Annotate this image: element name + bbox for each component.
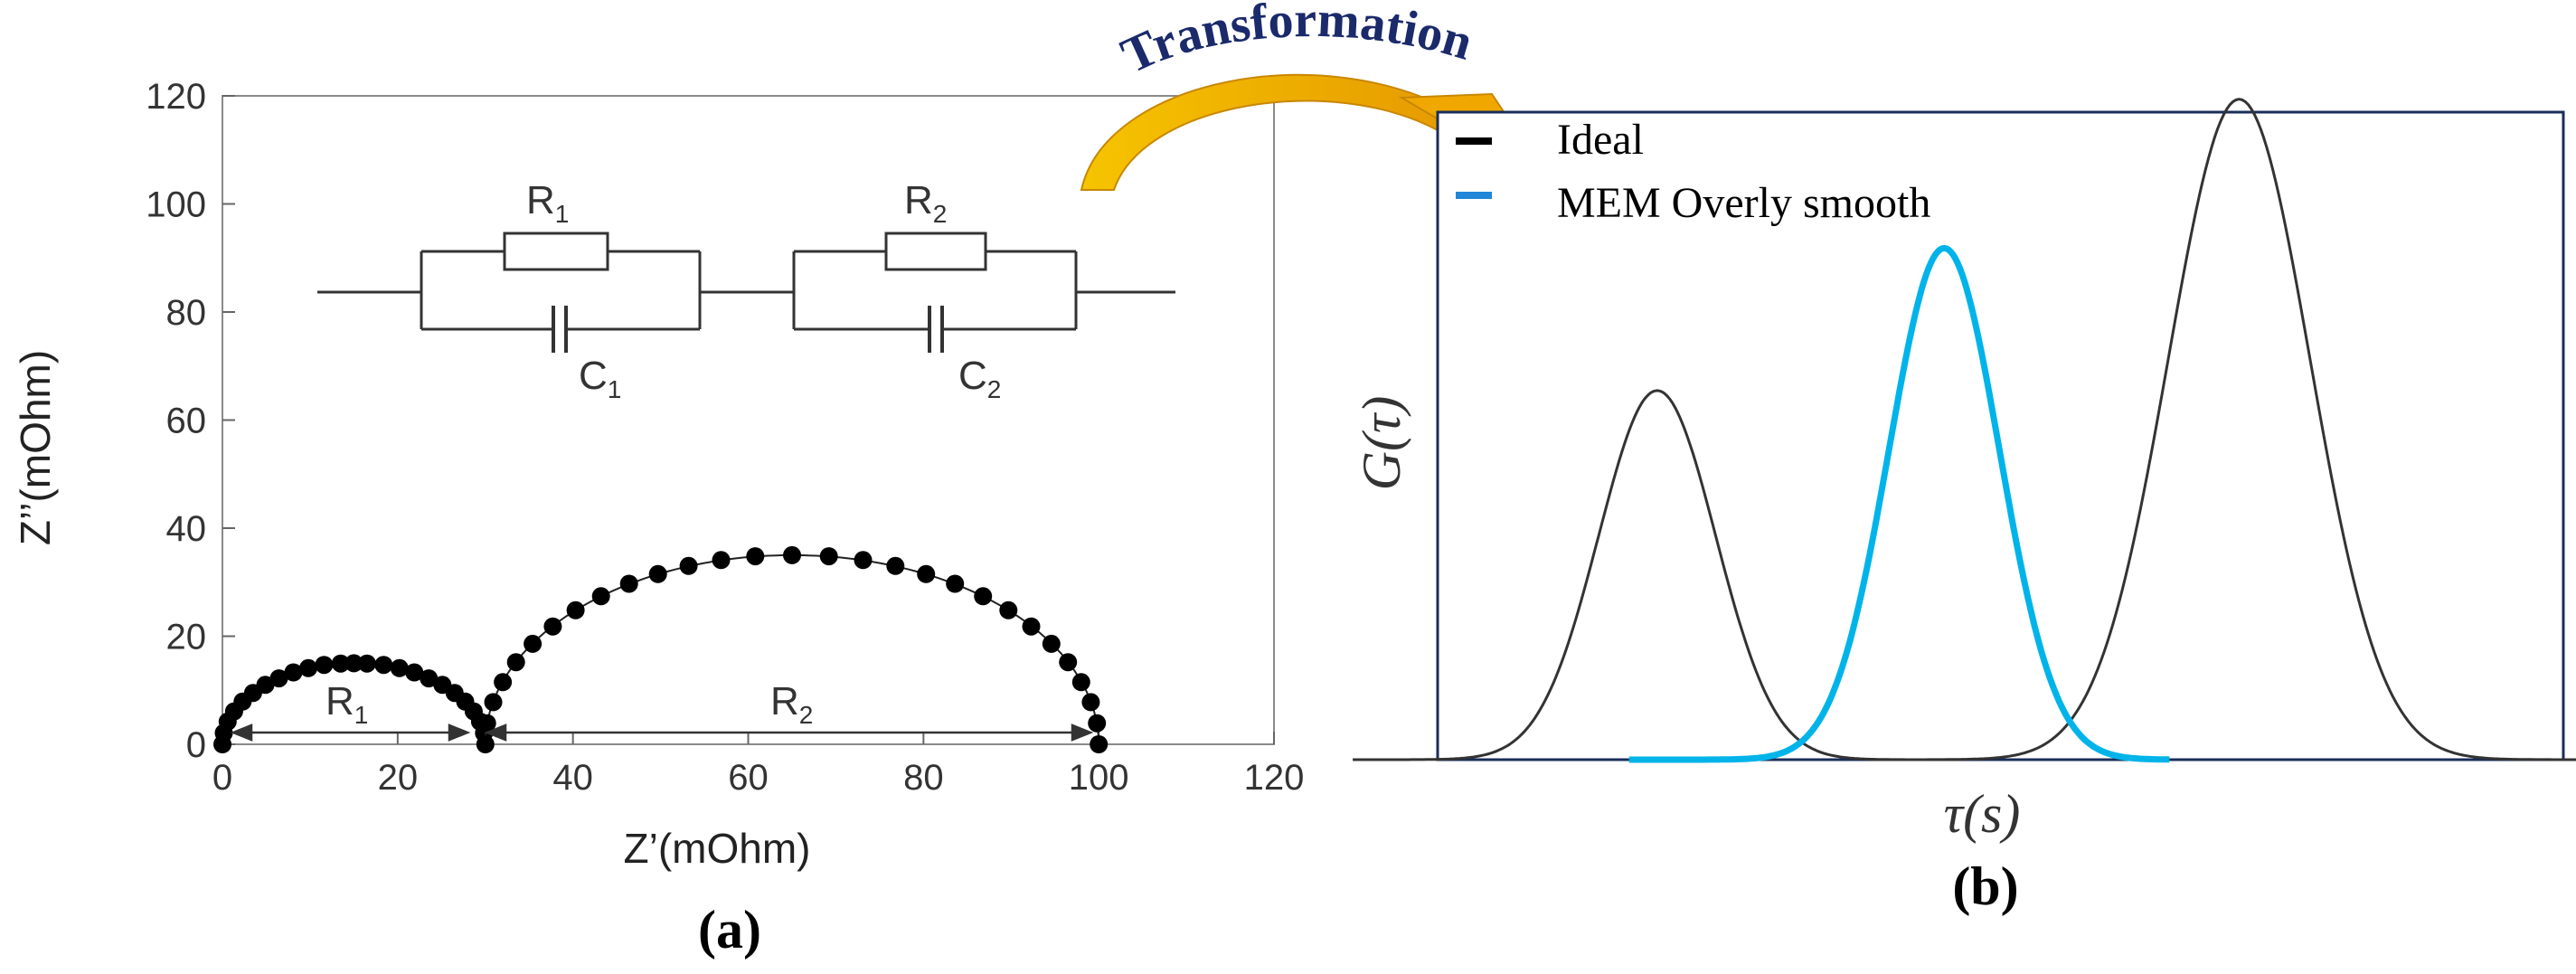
plot-a-y-label: Z’’(mOhm) <box>12 350 59 545</box>
circuit-label-c2: C2 <box>958 354 1001 403</box>
data-point <box>746 547 765 566</box>
data-point <box>679 556 698 575</box>
y-tick-label: 0 <box>186 725 206 765</box>
data-point <box>648 564 667 583</box>
r2-width-arrow <box>484 723 1094 742</box>
y-tick-label: 100 <box>146 185 206 225</box>
x-tick-label: 100 <box>1069 758 1129 798</box>
data-point <box>974 587 993 606</box>
data-point <box>1042 634 1061 653</box>
data-point <box>819 547 838 566</box>
plot-a-x-label: Z’(mOhm) <box>624 825 811 872</box>
legend: Ideal MEM Overly smooth <box>1456 116 1930 227</box>
plot-b-y-label: G(τ) <box>1352 396 1411 491</box>
x-tick-label: 120 <box>1244 758 1305 798</box>
data-point <box>420 669 439 688</box>
x-tick-label: 0 <box>212 758 232 798</box>
data-point <box>374 656 393 675</box>
data-point <box>886 556 905 575</box>
data-point <box>315 656 334 675</box>
plot-label-r2: R2 <box>770 679 813 729</box>
data-point <box>1090 735 1109 753</box>
x-tick-label: 60 <box>728 758 769 798</box>
data-point <box>269 669 288 688</box>
x-tick-label: 20 <box>378 758 419 798</box>
plot-label-r1: R1 <box>326 679 368 729</box>
data-point <box>484 693 503 712</box>
data-point <box>543 617 562 636</box>
data-point <box>917 564 936 583</box>
panel-a-caption: (a) <box>698 900 761 960</box>
plot-b-curves <box>1353 98 2576 763</box>
data-point <box>1071 673 1090 692</box>
data-point <box>256 676 275 695</box>
data-point <box>854 551 873 570</box>
data-point <box>524 634 543 653</box>
y-tick-label: 40 <box>166 509 207 549</box>
legend-label-mem: MEM Overly smooth <box>1557 179 1930 227</box>
y-tick-label: 80 <box>166 293 207 333</box>
data-point <box>946 574 965 593</box>
data-point <box>477 714 496 733</box>
data-point <box>999 600 1018 619</box>
ideal-peak-2 <box>1870 98 2576 761</box>
r1-width-arrow <box>230 723 471 742</box>
data-point <box>783 545 801 564</box>
ideal-peak-1 <box>1353 389 1962 761</box>
x-tick-label: 40 <box>552 758 593 798</box>
x-tick-label: 80 <box>903 758 944 798</box>
transformation-label: Transformation <box>1113 0 1478 84</box>
data-point <box>299 658 317 677</box>
mem-peak-1 <box>1628 244 2171 763</box>
legend-label-ideal: Ideal <box>1557 116 1644 164</box>
plot-a-axes: 0 20 40 60 80 100 120 0 20 40 60 80 100 120 <box>146 77 1304 798</box>
y-tick-label: 20 <box>166 618 207 657</box>
resistor-r1 <box>503 232 609 271</box>
panel-b-caption: (b) <box>1952 856 2018 916</box>
data-point <box>1059 653 1078 672</box>
data-point <box>331 654 350 673</box>
plot-b-x-label: τ(s) <box>1944 784 2021 844</box>
data-point <box>405 663 424 682</box>
data-point <box>712 551 731 570</box>
data-point <box>1022 617 1041 636</box>
y-tick-label: 120 <box>146 77 206 117</box>
circuit-label-r2: R2 <box>904 178 947 228</box>
data-point <box>284 663 303 682</box>
data-point <box>390 658 409 677</box>
data-point <box>1088 714 1107 733</box>
plot-a-points <box>213 545 1109 753</box>
data-point <box>619 574 638 593</box>
plot-a-frame <box>222 95 1275 745</box>
data-point <box>591 587 610 606</box>
data-point <box>344 654 363 673</box>
data-point <box>1081 693 1100 712</box>
data-point <box>566 600 585 619</box>
y-tick-label: 60 <box>166 402 207 441</box>
panel-b: Ideal MEM Overly smooth τ(s) G(τ) (b) <box>1352 98 2576 916</box>
circuit-label-r1: R1 <box>526 178 569 228</box>
data-point <box>494 673 513 692</box>
resistor-r2 <box>884 232 987 271</box>
circuit-label-c1: C1 <box>579 354 621 403</box>
equivalent-circuit <box>317 232 1175 353</box>
plot-b-frame <box>1436 110 2565 761</box>
data-point <box>476 735 495 753</box>
data-point <box>506 653 525 672</box>
data-point <box>357 654 376 673</box>
